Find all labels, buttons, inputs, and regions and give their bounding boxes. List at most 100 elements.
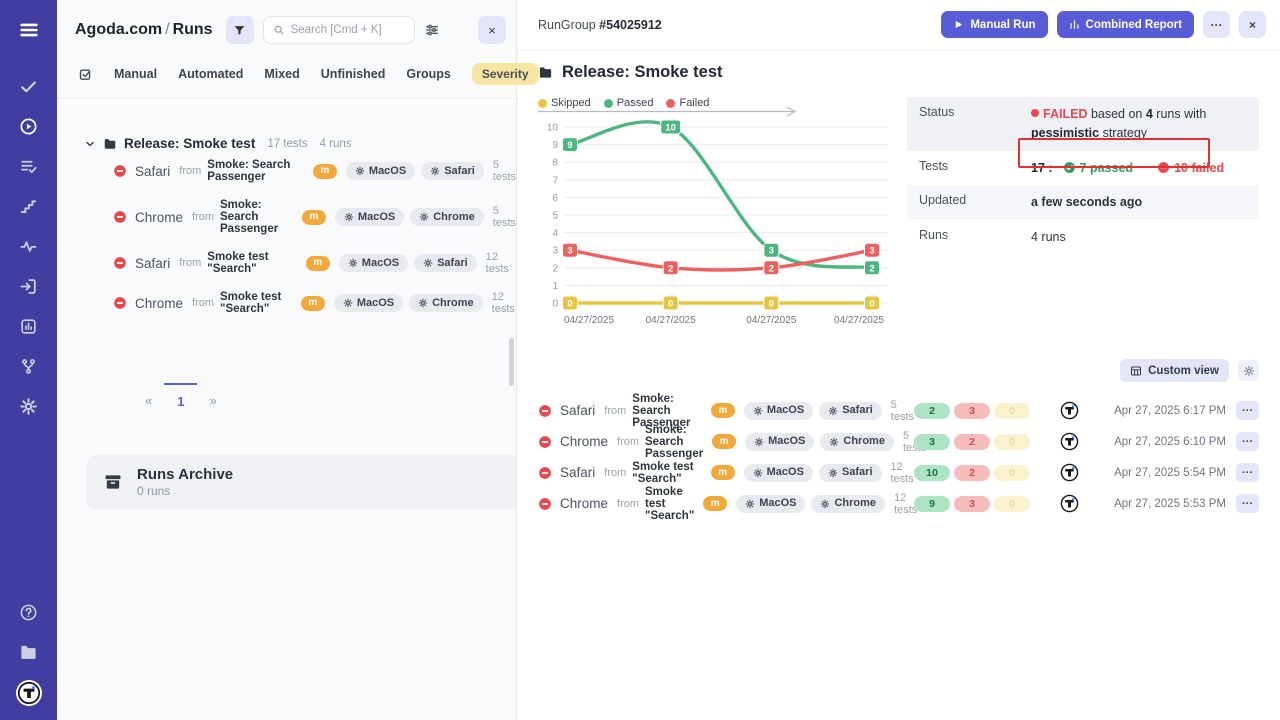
run-title[interactable]: Safari	[135, 255, 171, 271]
runs-archive[interactable]: Runs Archive 0 runs	[87, 455, 516, 509]
search-input[interactable]	[290, 24, 405, 36]
row-more-button[interactable]: ···	[1236, 432, 1259, 451]
breadcrumb-project[interactable]: Agoda.com	[75, 21, 163, 38]
run-source: Smoke: Search Passenger	[207, 159, 291, 183]
activity-icon[interactable]	[0, 226, 57, 266]
gear-icon	[821, 499, 830, 508]
check-square-icon	[79, 68, 91, 80]
run-row[interactable]: Safari from Smoke test "Search" m MacOS …	[538, 457, 1259, 488]
settings-icon[interactable]	[0, 386, 57, 426]
panel-close-button[interactable]: ×	[478, 16, 506, 44]
svg-text:6: 6	[552, 193, 558, 204]
select-all-button[interactable]	[78, 67, 93, 82]
check-icon[interactable]	[0, 66, 57, 106]
custom-view-button[interactable]: Custom view	[1120, 359, 1229, 382]
app-sidebar	[0, 0, 57, 720]
menu-icon[interactable]	[0, 8, 57, 52]
combined-report-button[interactable]: Combined Report	[1056, 11, 1194, 38]
tab-unfinished[interactable]: Unfinished	[320, 67, 386, 81]
help-icon[interactable]	[0, 592, 57, 632]
testomat-logo[interactable]	[15, 680, 42, 706]
run-title[interactable]: Chrome	[135, 295, 184, 311]
chevron-down-icon[interactable]	[84, 138, 96, 150]
gear-icon	[1243, 365, 1254, 376]
run-title[interactable]: Chrome	[135, 209, 184, 225]
check-circle-icon	[1062, 161, 1076, 174]
steps-icon[interactable]	[0, 186, 57, 226]
run-title[interactable]: Safari	[135, 163, 171, 179]
avatar	[1040, 494, 1098, 513]
pagination-next[interactable]: »	[201, 383, 224, 408]
run-tests-count: 12 tests	[894, 491, 918, 516]
avatar	[1040, 401, 1098, 420]
close-button[interactable]: ×	[1239, 11, 1266, 38]
tree-run-row[interactable]: Safari from Smoke test "Search" m MacOS …	[84, 243, 516, 283]
run-title[interactable]: Safari	[560, 403, 596, 418]
run-source: Smoke test "Search"	[220, 291, 282, 315]
tests-total: 17 :	[1031, 160, 1053, 175]
svg-text:5: 5	[552, 211, 558, 222]
run-title[interactable]: Safari	[560, 465, 596, 480]
manual-run-button[interactable]: Manual Run	[941, 11, 1048, 38]
run-row[interactable]: Safari from Smoke: Search Passenger m Ma…	[538, 393, 1259, 429]
pagination: « 1 »	[137, 383, 516, 409]
run-date: Apr 27, 2025 6:17 PM	[1114, 404, 1226, 417]
runs-panel: Agoda.com/Runs × Manual Automated Mixed …	[57, 0, 539, 720]
run-source: Smoke: Search Passenger	[645, 423, 704, 460]
row-more-button[interactable]: ···	[1236, 463, 1259, 482]
play-circle-icon[interactable]	[0, 106, 57, 146]
testomat-avatar-icon	[1060, 432, 1078, 451]
breadcrumb-separator: /	[165, 21, 170, 38]
run-group-row[interactable]: Release: Smoke test 17 tests 4 runs	[84, 136, 516, 151]
tree-run-row[interactable]: Chrome from Smoke test "Search" m MacOS …	[84, 283, 516, 323]
run-title[interactable]: Chrome	[560, 496, 609, 511]
search-settings-button[interactable]	[424, 22, 440, 38]
row-more-button[interactable]: ···	[1236, 494, 1259, 513]
run-group-body: Release: Smoke test Skipped Passed Faile…	[517, 50, 1280, 522]
legend-dot-passed	[603, 98, 613, 108]
import-icon[interactable]	[0, 266, 57, 306]
row-more-button[interactable]: ···	[1236, 401, 1259, 420]
tests-label: Tests	[919, 158, 949, 173]
tree-run-row[interactable]: Safari from Smoke: Search Passenger m Ma…	[84, 151, 516, 191]
tab-automated[interactable]: Automated	[178, 67, 244, 81]
report-icon[interactable]	[0, 306, 57, 346]
pagination-prev[interactable]: «	[137, 383, 160, 408]
severity-badge[interactable]: Severity	[471, 63, 539, 85]
manual-badge: m	[711, 403, 735, 418]
manual-badge: m	[703, 496, 728, 511]
list-check-icon[interactable]	[0, 146, 57, 186]
results-chart: Skipped Passed Failed 0 1 2 3 4 5 6 7 8 9 10 04/27/…	[538, 97, 894, 331]
gear-icon	[828, 406, 838, 415]
archive-icon	[105, 475, 121, 489]
run-group-detail: RunGroup #54025912 Manual Run Combined R…	[517, 0, 1280, 720]
tab-groups[interactable]: Groups	[406, 67, 451, 81]
run-row[interactable]: Chrome from Smoke test "Search" m MacOS …	[538, 486, 1259, 522]
more-button[interactable]: ···	[1203, 11, 1230, 38]
filter-button[interactable]	[225, 16, 254, 44]
branch-icon[interactable]	[0, 346, 57, 386]
failed-icon	[114, 257, 126, 269]
testomat-avatar-icon	[1060, 401, 1078, 420]
view-settings-button[interactable]	[1238, 360, 1259, 381]
pagination-page-1[interactable]: 1	[164, 383, 198, 409]
scrollbar-thumb[interactable]	[509, 338, 514, 386]
search-box[interactable]	[262, 16, 415, 44]
failed-icon	[539, 435, 551, 448]
tab-mixed[interactable]: Mixed	[264, 67, 300, 81]
passed-count: 10	[914, 464, 950, 481]
run-row[interactable]: Chrome from Smoke: Search Passenger m Ma…	[538, 423, 1259, 460]
run-group-name[interactable]: Release: Smoke test	[124, 136, 256, 151]
run-date: Apr 27, 2025 5:53 PM	[1114, 497, 1226, 510]
browser-badge: Chrome	[811, 494, 886, 513]
folder-icon[interactable]	[0, 632, 57, 672]
avatar	[1040, 463, 1098, 482]
tree-run-row[interactable]: Chrome from Smoke: Search Passenger m Ma…	[84, 191, 516, 243]
run-group-name: Release: Smoke test	[562, 63, 723, 81]
tab-manual[interactable]: Manual	[114, 67, 158, 81]
svg-text:2: 2	[552, 263, 558, 274]
funnel-icon	[234, 25, 245, 35]
tests-value: 17 : 7 passed 10 failed	[1025, 151, 1259, 186]
run-title[interactable]: Chrome	[560, 434, 609, 449]
